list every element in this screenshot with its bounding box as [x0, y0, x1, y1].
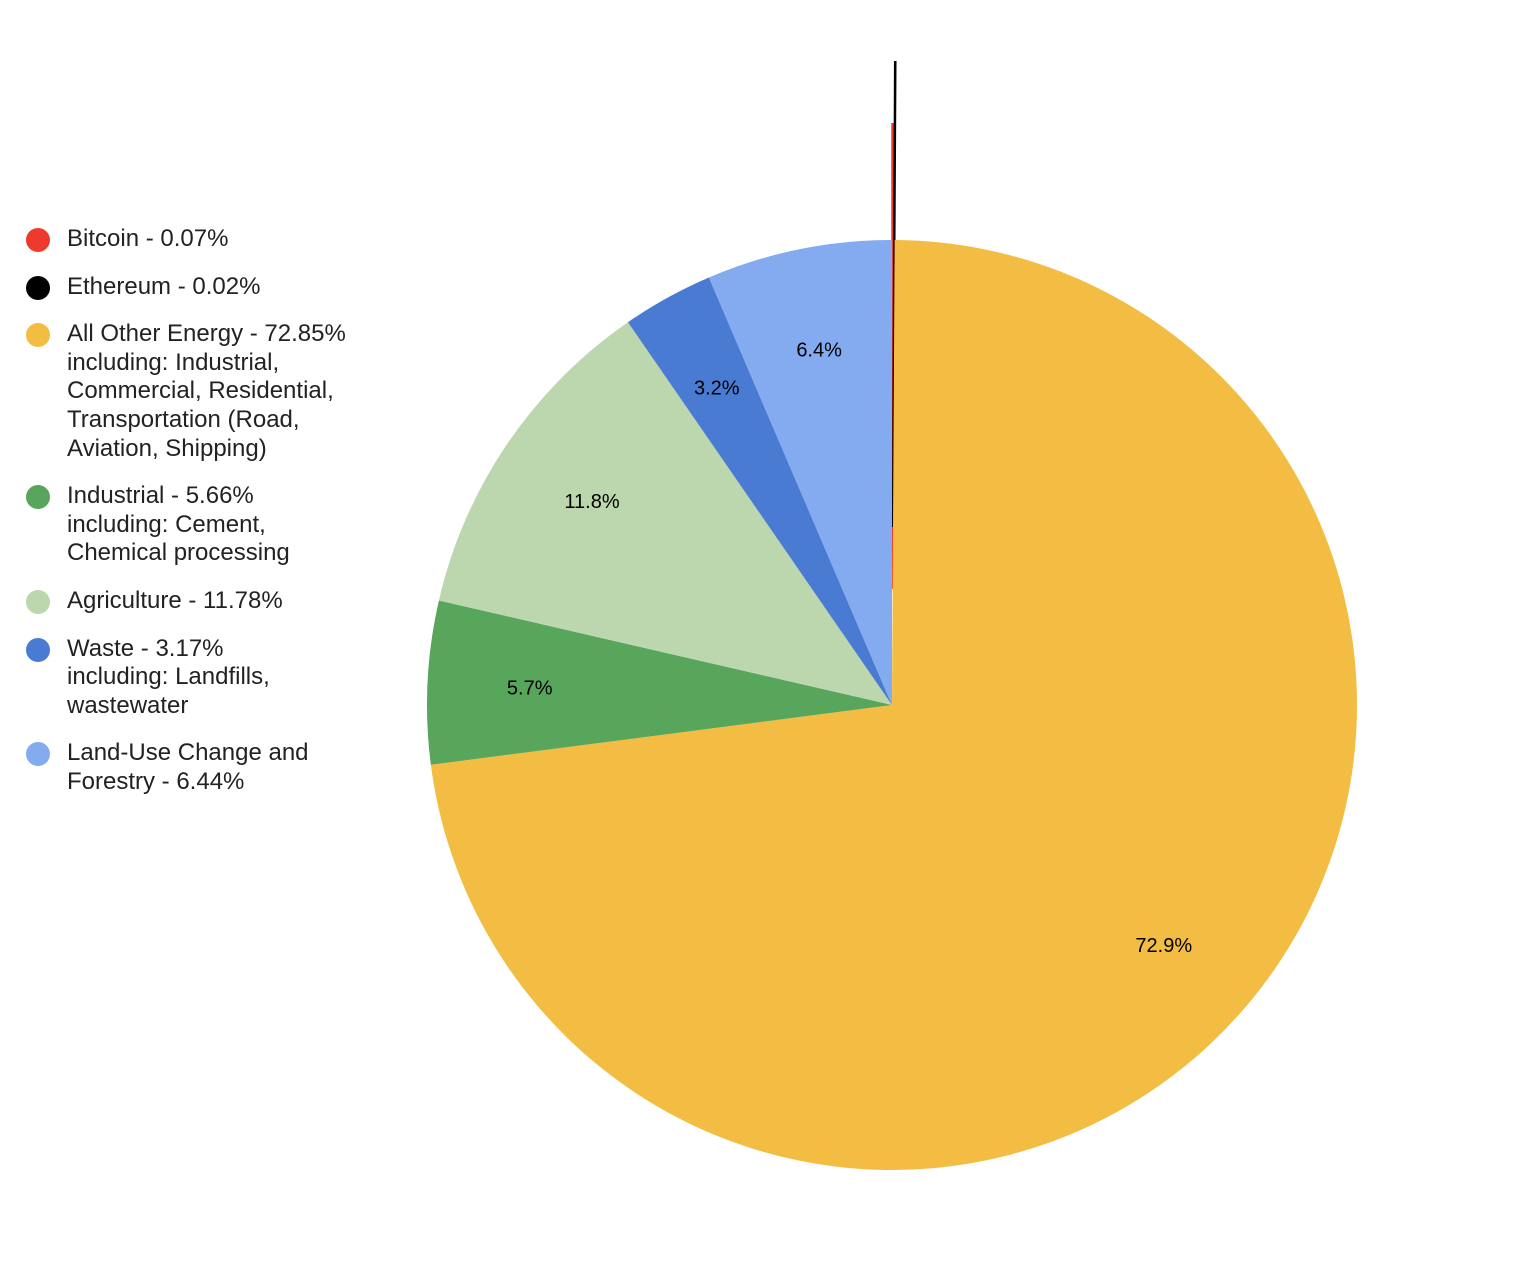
- legend-item[interactable]: Land-Use Change and Forestry - 6.44%: [26, 739, 406, 796]
- legend-item[interactable]: Agriculture - 11.78%: [26, 587, 406, 616]
- legend-swatch: [26, 323, 50, 348]
- legend-label: Waste - 3.17% including: Landfills, wast…: [67, 634, 270, 719]
- pie-slice-industrial[interactable]: [427, 600, 892, 765]
- legend-swatch: [26, 742, 50, 767]
- slice-data-label: 6.4%: [796, 340, 842, 362]
- legend-item[interactable]: Ethereum - 0.02%: [26, 273, 406, 302]
- legend-swatch: [26, 485, 50, 510]
- legend-label: Land-Use Change and Forestry - 6.44%: [67, 739, 309, 795]
- legend-label: Ethereum - 0.02%: [67, 272, 261, 300]
- legend-label: Bitcoin - 0.07%: [67, 225, 229, 252]
- pie-slice-waste[interactable]: [627, 277, 892, 705]
- slice-data-label: 3.2%: [694, 377, 740, 399]
- pie-slice-land-use-change-and-forestry[interactable]: [708, 240, 892, 705]
- pie-slice-ethereum[interactable]: [891, 61, 897, 528]
- legend-swatch: [26, 589, 50, 614]
- legend-item[interactable]: Bitcoin - 0.07%: [26, 225, 406, 254]
- slice-data-label: 11.8%: [564, 491, 619, 513]
- legend-swatch: [26, 228, 50, 252]
- legend-label: Industrial - 5.66% including: Cement, Ch…: [67, 482, 290, 567]
- legend-swatch: [26, 275, 50, 300]
- pie-slice-agriculture[interactable]: [438, 322, 892, 705]
- slice-data-label: 72.9%: [1135, 935, 1192, 957]
- legend-label: All Other Energy - 72.85% including: Ind…: [67, 320, 346, 462]
- legend-item[interactable]: All Other Energy - 72.85% including: Ind…: [26, 320, 406, 463]
- pie-slice-all-other-energy[interactable]: [430, 240, 1357, 1170]
- legend: Bitcoin - 0.07% Ethereum - 0.02% All Other…: [26, 225, 406, 797]
- legend-label: Agriculture - 11.78%: [67, 586, 283, 614]
- legend-item[interactable]: Waste - 3.17% including: Landfills, wast…: [26, 635, 406, 721]
- legend-item[interactable]: Industrial - 5.66% including: Cement, Ch…: [26, 482, 406, 568]
- slice-data-label: 5.7%: [507, 677, 553, 699]
- legend-swatch: [26, 637, 50, 662]
